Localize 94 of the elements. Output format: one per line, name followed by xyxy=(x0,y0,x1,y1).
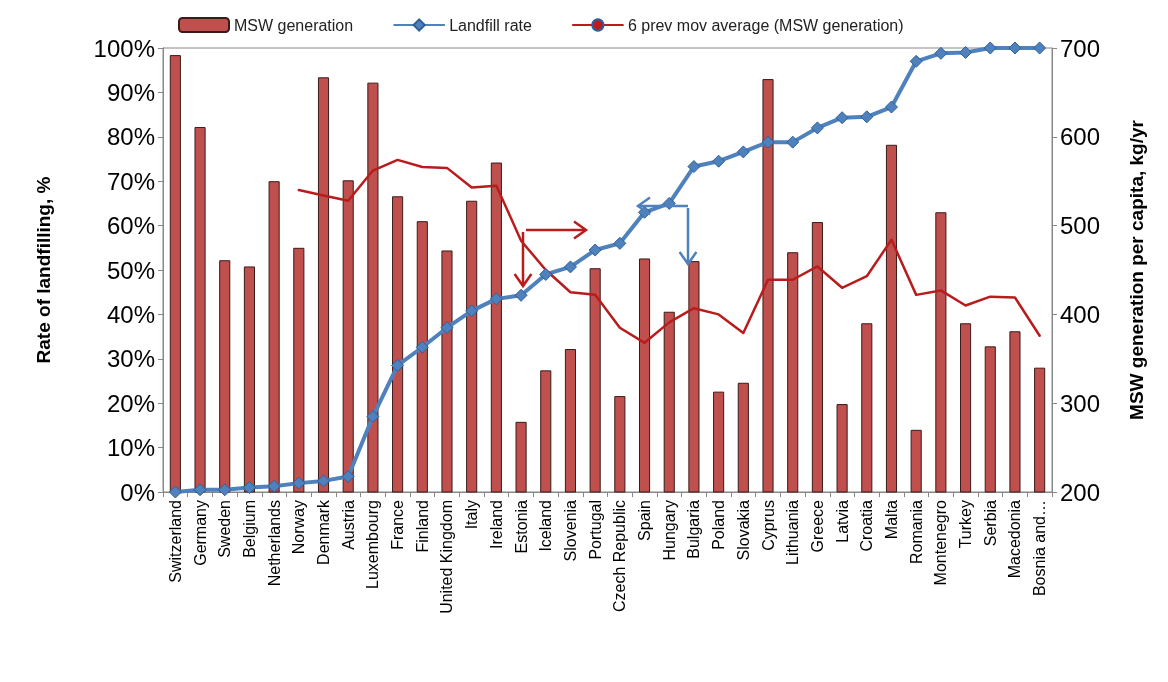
point xyxy=(317,474,331,488)
x-tick-label: Italy xyxy=(463,500,481,530)
x-tick-label: Romania xyxy=(907,499,925,565)
point xyxy=(218,483,232,497)
x-tick-label: Hungary xyxy=(660,500,678,561)
y-tick-label: 50% xyxy=(106,256,155,284)
point xyxy=(415,340,429,354)
legend-label: MSW generation xyxy=(234,16,354,34)
y-tick-label: 60% xyxy=(106,212,155,240)
y2-tick-label: 700 xyxy=(1060,34,1101,62)
point xyxy=(1008,41,1022,55)
x-tick-label: Lithuania xyxy=(784,499,802,565)
y-tick-label: 40% xyxy=(106,300,155,328)
x-tick-label: Sweden xyxy=(216,500,234,558)
x-tick-label: Norway xyxy=(290,500,308,555)
point xyxy=(489,292,503,306)
x-tick-label: Ireland xyxy=(487,500,505,549)
point xyxy=(736,145,750,159)
point xyxy=(835,111,849,125)
point xyxy=(242,481,256,495)
y2-tick-label: 600 xyxy=(1060,123,1101,151)
legend-label: 6 prev mov average (MSW generation) xyxy=(627,16,904,34)
x-tick-label: Belgium xyxy=(240,500,258,558)
x-tick-label: Macedonia xyxy=(1006,499,1024,579)
point xyxy=(786,135,800,149)
point xyxy=(959,45,973,59)
point xyxy=(292,476,306,490)
y-tick-label: 80% xyxy=(106,123,155,151)
y2-tick-label: 200 xyxy=(1060,478,1101,506)
y-tick-label: 10% xyxy=(106,434,155,462)
point xyxy=(983,41,997,55)
y-tick-label: 100% xyxy=(93,34,155,62)
point xyxy=(514,288,528,302)
x-tick-label: Cyprus xyxy=(759,500,777,551)
point xyxy=(440,321,454,335)
point xyxy=(563,260,577,274)
point xyxy=(341,469,355,483)
point xyxy=(909,54,923,68)
x-tick-label: Czech Republic xyxy=(611,500,629,613)
x-tick-label: Spain xyxy=(636,500,654,541)
point xyxy=(662,196,676,210)
point xyxy=(168,485,182,499)
x-tick-label: Finland xyxy=(413,500,431,553)
x-tick-label: Poland xyxy=(710,500,728,550)
x-tick-label: Luxembourg xyxy=(364,500,382,589)
x-tick-label: Netherlands xyxy=(265,500,283,587)
y-tick-label: 30% xyxy=(106,345,155,373)
point xyxy=(810,121,824,135)
point xyxy=(366,410,380,424)
point xyxy=(588,243,602,257)
y2-tick-label: 400 xyxy=(1060,300,1101,328)
x-tick-label: Turkey xyxy=(957,500,975,549)
x-tick-label: Iceland xyxy=(537,500,555,552)
point xyxy=(613,236,627,250)
legend-label: Landfill rate xyxy=(449,16,532,34)
x-tick-label: France xyxy=(389,499,407,550)
y-tick-label: 20% xyxy=(106,389,155,417)
x-tick-label: Denmark xyxy=(315,499,333,565)
point xyxy=(391,358,405,372)
point xyxy=(539,267,553,281)
x-tick-label: Croatia xyxy=(858,499,876,552)
y-tick-label: 70% xyxy=(106,167,155,195)
x-tick-label: Latvia xyxy=(833,499,851,543)
point xyxy=(267,479,281,493)
x-tick-label: Slovakia xyxy=(734,499,752,561)
y2-tick-label: 300 xyxy=(1060,389,1101,417)
point xyxy=(761,135,775,149)
x-tick-label: Malta xyxy=(882,499,900,540)
x-tick-label: Estonia xyxy=(512,499,530,554)
y-tick-label: 90% xyxy=(106,78,155,106)
x-tick-label: Montenegro xyxy=(932,499,950,586)
point xyxy=(884,100,898,114)
x-tick-label: Austria xyxy=(339,499,357,550)
x-tick-label: Portugal xyxy=(586,500,604,560)
point xyxy=(860,110,874,124)
y2-tick-label: 500 xyxy=(1060,212,1101,240)
y-axis-title: Rate of landfilling, % xyxy=(33,176,54,364)
point xyxy=(193,483,207,497)
point xyxy=(712,154,726,168)
y-tick-label: 0% xyxy=(120,478,155,506)
x-tick-label: Bosnia and… xyxy=(1031,500,1049,597)
point xyxy=(934,46,948,60)
point xyxy=(1033,41,1047,55)
point xyxy=(465,304,479,318)
y2-axis-title: MSW generation per capita, kg/yr xyxy=(1126,119,1147,420)
x-tick-label: Germany xyxy=(191,500,209,566)
x-tick-label: Bulgaria xyxy=(685,499,703,559)
x-tick-label: Switzerland xyxy=(166,500,184,583)
x-tick-label: Greece xyxy=(808,499,826,553)
x-tick-label: Serbia xyxy=(981,499,999,547)
point xyxy=(687,160,701,174)
x-tick-label: United Kingdom xyxy=(438,500,456,614)
x-tick-label: Slovenia xyxy=(561,499,579,562)
line-series xyxy=(297,158,1041,345)
